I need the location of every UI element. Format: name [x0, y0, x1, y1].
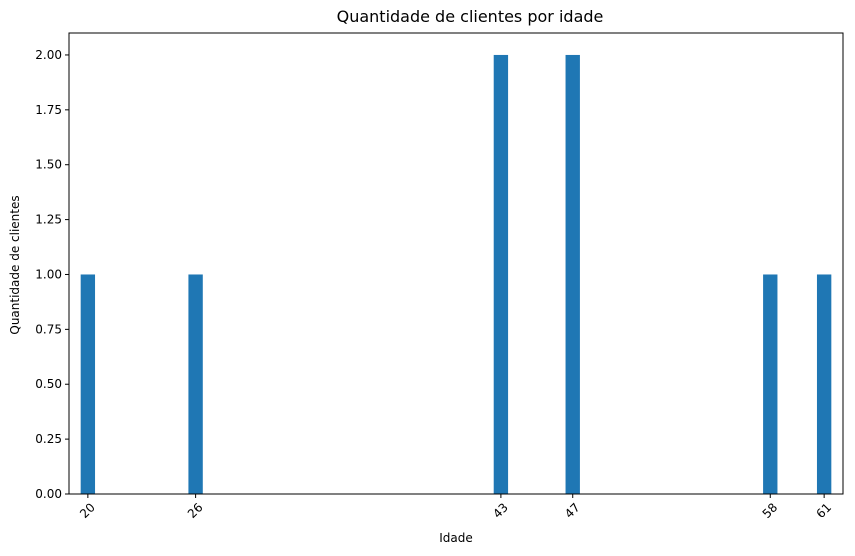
y-tick-label: 1.25	[35, 213, 62, 227]
y-tick-label: 0.25	[35, 432, 62, 446]
x-tick-label: 61	[813, 500, 834, 521]
bar-age-26	[188, 274, 203, 494]
chart-title: Quantidade de clientes por idade	[337, 7, 604, 26]
y-tick-label: 1.50	[35, 158, 62, 172]
y-ticks-group: 0.00 0.25 0.50 0.75 1.00 1.25 1.50 1.75 2.00	[35, 48, 69, 501]
bar-age-43	[493, 54, 509, 494]
bar-age-47	[565, 54, 580, 494]
bar-age-61	[816, 274, 832, 494]
y-axis-label: Quantidade de clientes	[8, 195, 22, 334]
bar-age-20	[80, 274, 96, 494]
plot-area-frame	[68, 32, 844, 495]
y-tick-label: 0.50	[35, 377, 62, 391]
y-tick-label: 0.75	[35, 322, 62, 336]
bar-age-58	[763, 274, 778, 494]
x-tick-label: 26	[185, 500, 206, 521]
x-tick-label: 58	[760, 500, 781, 521]
x-ticks-group: 20 26 43 47 58 61	[77, 494, 834, 521]
y-tick-label: 1.75	[35, 103, 62, 117]
y-tick-label: 2.00	[35, 48, 62, 62]
x-tick-label: 43	[490, 500, 511, 521]
bars-group	[80, 54, 832, 494]
x-axis-label: Idade	[439, 531, 473, 545]
y-tick-label: 1.00	[35, 267, 62, 281]
y-tick-label: 0.00	[35, 487, 62, 501]
x-tick-label: 20	[77, 500, 98, 521]
x-tick-label: 47	[562, 500, 583, 521]
